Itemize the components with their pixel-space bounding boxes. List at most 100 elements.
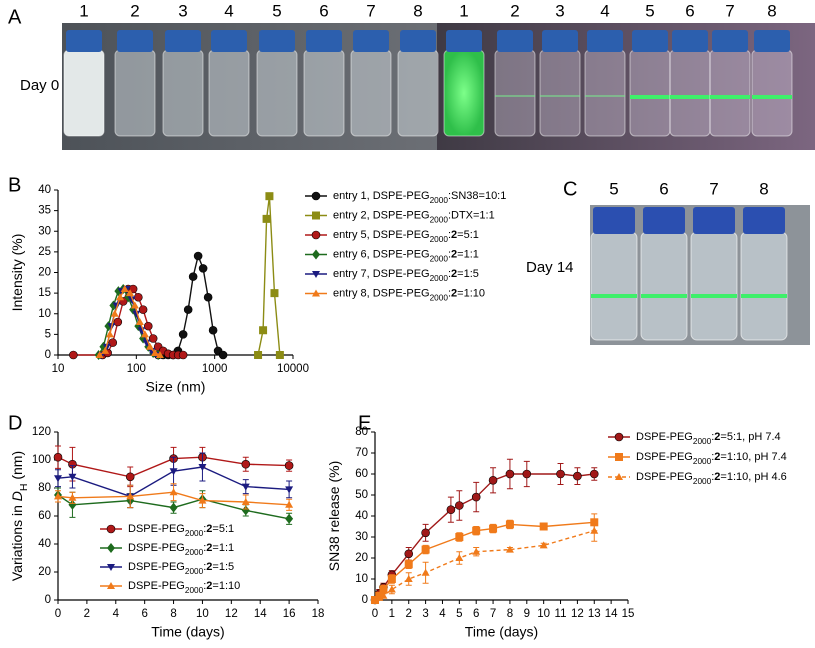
legend-label: DSPE-PEG2000:2=5:1, pH 7.4 [636,431,781,446]
x-tick-label: 10000 [277,363,309,375]
data-point [285,513,294,524]
x-tick-label: 1 [389,608,395,620]
laser-band [741,294,787,298]
data-point [371,596,379,603]
vial-cap [117,30,153,52]
data-point [404,575,413,582]
vial-cap [712,30,748,52]
vial-body [256,49,298,137]
vial-body [669,49,711,137]
panel-letter: A [8,6,22,28]
legend-label: DSPE-PEG2000:2=5:1 [128,523,234,538]
data-point [285,486,294,494]
data-point [101,346,110,354]
legend-label: DSPE-PEG2000:2=1:5 [128,561,234,576]
y-tick-label: 5 [45,328,51,340]
data-point [421,545,430,554]
vial-number: 6 [659,179,668,198]
data-point [241,459,251,469]
data-point [155,351,164,358]
y-tick-label: 50 [355,489,368,501]
x-tick-label: 4 [113,608,120,620]
vial-body [494,49,536,137]
x-tick-label: 7 [490,608,496,620]
legend-marker [312,289,320,297]
legend-label: DSPE-PEG2000:2=1:1 [128,542,234,557]
data-point [126,492,135,500]
vial-body [443,49,485,137]
x-tick-label: 6 [141,608,147,620]
data-point [284,461,294,470]
series-line [257,196,281,356]
data-point [505,469,515,479]
data-point [150,348,159,356]
data-point [128,284,138,294]
vial-cap [306,30,342,52]
legend-marker [615,453,623,461]
x-tick-label: 18 [312,608,325,620]
x-tick-label: 0 [372,608,378,620]
data-point [183,305,193,314]
x-tick-label: 14 [605,608,618,620]
data-point [188,272,198,281]
vial-body [350,49,392,137]
y-tick-label: 80 [355,426,368,438]
legend-marker [311,191,321,201]
data-point [198,496,207,504]
data-point [116,293,125,301]
data-point [148,334,158,343]
vial-body [590,231,638,341]
data-point [505,520,514,529]
y-tick-label: 20 [38,267,51,279]
y-axis-title: Intensity (%) [9,234,25,312]
y-tick-label: 80 [38,482,51,494]
y-tick-label: 20 [355,552,368,564]
vial-number: 5 [645,1,654,20]
vial-number: 6 [685,1,694,20]
data-point [138,305,148,314]
data-point [54,475,62,483]
data-point [539,522,548,531]
y-tick-label: 0 [45,594,51,606]
data-point [218,350,228,360]
y-tick-label: 40 [355,510,368,522]
panel-letter: C [563,178,577,200]
vial-body [397,49,439,137]
x-tick-label: 2 [84,608,90,620]
data-point [198,264,208,273]
legend-marker [312,249,320,260]
vial-cap [165,30,201,52]
data-point [375,593,384,601]
series-line [158,253,224,356]
vial-body [303,49,345,137]
vial-cap [353,30,389,52]
data-point [421,528,430,538]
data-point [68,473,77,481]
data-point [193,251,203,261]
x-tick-label: 0 [55,608,61,620]
legend-marker [615,473,623,480]
y-tick-label: 10 [38,308,51,320]
x-tick-label: 6 [473,608,479,620]
vial-number: 6 [319,1,328,20]
y-tick-label: 60 [38,510,51,522]
y-tick-label: 0 [45,349,51,361]
vial-cap [693,207,735,234]
vial-body [751,49,793,137]
laser-band [710,95,750,99]
data-point [455,501,464,510]
data-point [208,325,218,335]
vial-cap [259,30,295,52]
vial-cap [587,30,623,52]
laser-band [752,95,792,99]
vial-number: 2 [130,1,139,20]
data-point [69,350,78,360]
data-point [285,500,294,508]
vial-number: 3 [555,1,564,20]
x-tick-label: 5 [456,608,462,620]
data-point [169,502,178,513]
laser-band [691,294,737,298]
vial-cap [643,207,685,234]
legend-label: DSPE-PEG2000:2=1:10 [128,580,240,595]
